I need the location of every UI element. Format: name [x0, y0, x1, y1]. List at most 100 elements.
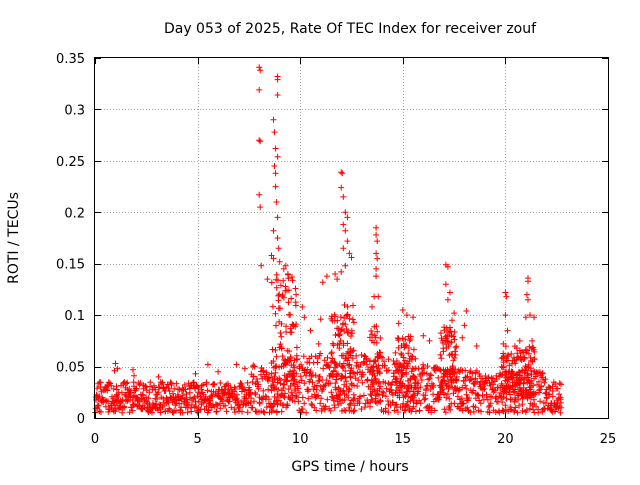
- data-point: [297, 373, 304, 380]
- data-point: [525, 278, 531, 285]
- data-point: [279, 353, 286, 360]
- data-point: [328, 350, 335, 357]
- data-point: [327, 407, 334, 414]
- data-point: [377, 349, 384, 356]
- data-point: [249, 404, 256, 411]
- data-point: [298, 409, 305, 416]
- data-point: [447, 373, 454, 380]
- data-point: [409, 356, 415, 363]
- data-point: [344, 340, 351, 347]
- data-point: [558, 381, 564, 388]
- data-point: [549, 388, 556, 394]
- data-point: [346, 386, 353, 393]
- x-tick-label: 5: [193, 432, 201, 447]
- data-point: [283, 378, 290, 385]
- data-point: [324, 396, 331, 403]
- data-point: [482, 373, 489, 379]
- data-point: [204, 387, 211, 394]
- data-point: [503, 395, 510, 402]
- data-point: [397, 378, 404, 384]
- data-point: [282, 283, 289, 290]
- data-point: [405, 360, 412, 367]
- data-point: [278, 333, 285, 340]
- x-axis-label: GPS time / hours: [291, 459, 408, 475]
- data-point: [256, 400, 263, 407]
- data-point: [251, 398, 257, 405]
- data-point: [449, 384, 456, 391]
- data-point: [338, 372, 345, 379]
- data-point: [444, 263, 451, 270]
- data-point: [288, 295, 295, 302]
- data-point: [286, 348, 293, 355]
- data-point: [319, 279, 326, 286]
- data-point: [339, 170, 346, 177]
- data-point: [118, 389, 125, 396]
- data-point: [549, 393, 556, 400]
- data-point: [292, 285, 299, 292]
- data-point: [108, 382, 115, 389]
- data-point: [336, 331, 343, 338]
- data-point: [256, 64, 263, 71]
- data-point: [280, 385, 287, 392]
- data-point: [368, 392, 375, 399]
- data-point: [133, 385, 140, 392]
- data-point: [284, 374, 291, 381]
- data-point: [473, 343, 480, 349]
- data-point: [483, 391, 490, 398]
- data-point: [290, 362, 297, 369]
- data-point: [534, 381, 541, 388]
- data-point: [515, 391, 522, 398]
- data-point: [394, 375, 401, 382]
- data-point: [341, 302, 348, 308]
- data-point: [447, 406, 454, 413]
- data-point: [331, 368, 337, 375]
- data-point: [357, 361, 364, 368]
- data-point: [422, 392, 429, 399]
- data-point: [272, 363, 279, 370]
- data-point: [373, 323, 380, 330]
- data-point: [385, 356, 392, 363]
- data-point: [277, 282, 284, 289]
- data-point: [293, 393, 299, 399]
- data-point: [350, 347, 357, 354]
- data-point: [442, 281, 449, 288]
- x-tick-label: 0: [91, 432, 99, 447]
- data-point: [376, 385, 383, 392]
- data-point: [373, 231, 380, 238]
- data-point: [531, 368, 538, 375]
- data-point: [92, 405, 99, 412]
- data-point: [277, 341, 284, 348]
- data-point: [385, 367, 392, 374]
- data-point: [158, 380, 165, 387]
- data-point: [344, 303, 351, 310]
- data-point: [531, 314, 538, 321]
- data-point: [273, 409, 280, 416]
- data-point: [274, 235, 281, 241]
- data-point: [523, 291, 530, 298]
- data-point: [301, 314, 308, 321]
- data-point: [412, 355, 419, 362]
- data-point: [474, 367, 480, 374]
- data-point: [403, 401, 410, 408]
- data-point: [345, 394, 352, 401]
- data-point: [285, 287, 292, 294]
- data-point: [337, 314, 344, 321]
- data-point: [173, 380, 180, 387]
- data-point: [250, 362, 257, 369]
- data-point: [256, 137, 263, 144]
- data-point: [255, 381, 262, 388]
- data-point: [416, 407, 423, 414]
- data-point: [279, 291, 286, 298]
- data-point: [420, 361, 427, 368]
- data-point: [443, 382, 450, 389]
- data-point: [541, 379, 548, 386]
- data-point: [382, 393, 389, 400]
- data-point: [382, 362, 388, 369]
- data-point: [329, 374, 336, 380]
- data-point: [502, 402, 509, 409]
- data-point: [367, 383, 374, 390]
- data-point: [344, 214, 351, 221]
- chart-title: Day 053 of 2025, Rate Of TEC Index for r…: [164, 21, 537, 37]
- data-point: [556, 380, 563, 387]
- data-point: [462, 367, 469, 374]
